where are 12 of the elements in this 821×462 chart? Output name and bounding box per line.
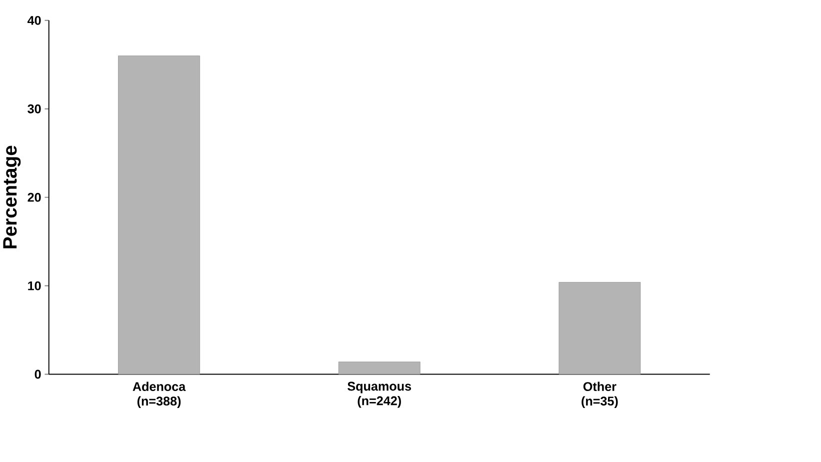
x-tick-label: Other (n=35) — [582, 382, 618, 408]
y-axis-title: Percentage — [3, 146, 21, 248]
y-tick-label: 10 — [28, 281, 41, 290]
x-tick-label: Adenoca (n=388) — [132, 382, 186, 408]
y-tick-label: 30 — [28, 104, 41, 114]
x-tick-label: Squamous (n=242) — [348, 382, 412, 408]
bar — [118, 56, 200, 374]
bar — [338, 362, 420, 374]
y-tick-label: 20 — [28, 193, 41, 202]
y-tick-label: 40 — [28, 16, 41, 26]
y-tick-label: 0 — [34, 370, 41, 379]
bar — [558, 282, 641, 374]
